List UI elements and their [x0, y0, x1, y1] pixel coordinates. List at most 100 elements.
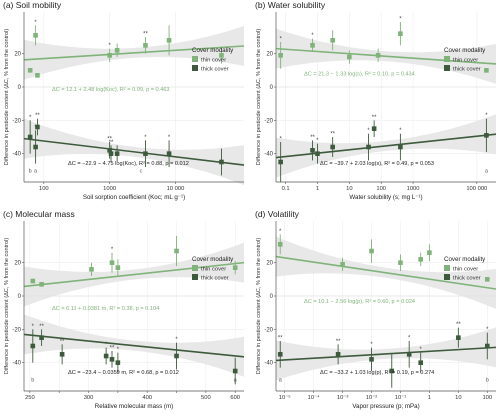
equation-thick: ΔC = −39.7 + 2.03 log(s), R² = 0.49, p =… — [320, 161, 434, 167]
legend-label-thin: thin cover — [453, 58, 478, 64]
data-point — [143, 43, 148, 48]
y-tick-label: 0 — [18, 294, 22, 300]
legend-label-thick: thick cover — [453, 276, 481, 282]
x-tick-label: 10⁻⁴ — [308, 394, 321, 401]
data-point — [27, 134, 33, 140]
x-tick-label: 10⁻² — [366, 395, 378, 401]
data-point — [278, 159, 283, 165]
data-point — [484, 68, 489, 73]
chart-panel: (b) Water solubility Difference in pestic… — [255, 0, 497, 201]
legend-swatch-thin — [192, 56, 198, 62]
significance-label: * — [108, 43, 111, 49]
significance-label: * — [32, 324, 35, 330]
y-axis-label: Difference in pesticide content (ΔC, % f… — [256, 238, 262, 375]
data-point — [369, 248, 374, 254]
x-tick-label: 1000 — [407, 186, 420, 192]
x-tick-label: 1 — [316, 186, 319, 192]
significance-label: ** — [110, 346, 115, 352]
data-point — [107, 53, 112, 58]
legend-swatch-thick — [444, 274, 450, 280]
data-point — [33, 33, 38, 38]
significance-label: ** — [60, 339, 65, 345]
panel-title: (b) Water solubility — [255, 0, 326, 10]
y-tick-label: -40 — [264, 152, 273, 158]
data-point — [277, 242, 283, 247]
legend-swatch-thin — [192, 265, 198, 271]
x-tick-label: 300 — [84, 395, 94, 401]
data-point — [143, 151, 148, 156]
regression-line — [275, 255, 497, 290]
data-point — [398, 260, 403, 265]
x-axis-label: Water solubility (s; mg L⁻¹) — [349, 194, 422, 201]
data-point — [27, 68, 33, 73]
legend-swatch-thick — [444, 65, 450, 71]
data-point — [59, 352, 65, 357]
significance-label: * — [367, 128, 370, 134]
legend-title: Cover modality — [192, 256, 234, 263]
x-tick-label: 500 — [201, 395, 211, 401]
data-point — [277, 352, 283, 357]
x-axis-label: Relative molecular mass (m) — [95, 403, 173, 410]
data-point — [103, 353, 109, 359]
x-tick-label: 10 000 — [167, 186, 185, 192]
data-point — [33, 144, 38, 150]
data-point — [389, 368, 395, 374]
x-tick-label: 10 — [455, 395, 461, 401]
regression-line — [275, 346, 497, 362]
x-tick-label: 1000 — [103, 186, 116, 192]
significance-label: ** — [310, 135, 315, 141]
y-tick-label: 20 — [266, 52, 273, 58]
x-tick-label: 10⁻⁵ — [279, 394, 292, 401]
significance-label: ** — [39, 324, 44, 330]
data-point — [484, 277, 490, 282]
data-point — [39, 335, 44, 340]
regression-line — [23, 45, 245, 61]
significance-label: ** — [35, 113, 40, 119]
chart-panel: (c) Molecular mass Difference in pesticid… — [3, 209, 245, 410]
significance-label: ** — [143, 32, 148, 38]
group-letter: a — [485, 168, 489, 174]
y-tick-label: 20 — [266, 261, 273, 267]
significance-label: ** — [278, 336, 283, 342]
x-axis-label: Vapor pressure (p; mPa) — [352, 403, 419, 410]
data-point — [398, 31, 403, 36]
y-tick-label: -20 — [12, 327, 21, 333]
significance-label: * — [105, 342, 108, 348]
legend-title: Cover modality — [444, 256, 486, 263]
equation-thick: ΔC = −22.9 − 4.75 log(Koc), R² = 0.88, p… — [68, 161, 189, 167]
x-tick-label: 100 — [376, 186, 386, 192]
legend-label-thick: thick cover — [453, 67, 481, 73]
significance-label: * — [399, 128, 402, 134]
significance-label: ** — [330, 132, 335, 138]
y-tick-label: 0 — [18, 85, 22, 91]
group-letter: a — [279, 377, 283, 383]
y-axis-label: Difference in pesticide content (ΔC, % f… — [256, 29, 262, 166]
regression-line — [23, 261, 245, 288]
group-letter: b — [29, 168, 32, 174]
data-point — [340, 262, 345, 267]
equation-thin: ΔC = 10.1 − 2.56 log(p), R² = 0.60, p = … — [304, 299, 415, 305]
data-point — [109, 357, 115, 362]
equation-thick: ΔC = −33.2 + 1.03 log(p), R² = 0.19, p =… — [320, 370, 434, 376]
equation-thick: ΔC = −23.4 − 0.0359 m, R² = 0.68, p = 0.… — [68, 370, 179, 376]
significance-label: * — [485, 113, 488, 119]
data-point — [35, 124, 40, 130]
data-point — [315, 151, 320, 156]
data-point — [232, 368, 238, 374]
x-tick-label: 10 — [346, 186, 352, 192]
data-point — [406, 352, 412, 357]
data-point — [114, 48, 120, 53]
x-tick-label: 100 — [482, 395, 492, 401]
regression-line — [23, 137, 245, 166]
equation-thin: ΔC = 21.3 − 1.33 log(s), R² = 0.10, p = … — [304, 72, 415, 78]
x-tick-label: 600 — [230, 395, 240, 401]
y-tick-label: -40 — [12, 361, 21, 367]
x-tick-label: 10⁻¹ — [395, 395, 407, 401]
y-tick-label: 20 — [14, 52, 21, 58]
legend-label-thin: thin cover — [201, 267, 226, 273]
data-point — [418, 257, 423, 262]
legend-swatch-thick — [192, 65, 198, 71]
data-point — [371, 126, 377, 131]
legend-swatch-thin — [444, 56, 450, 62]
data-point — [278, 53, 283, 58]
